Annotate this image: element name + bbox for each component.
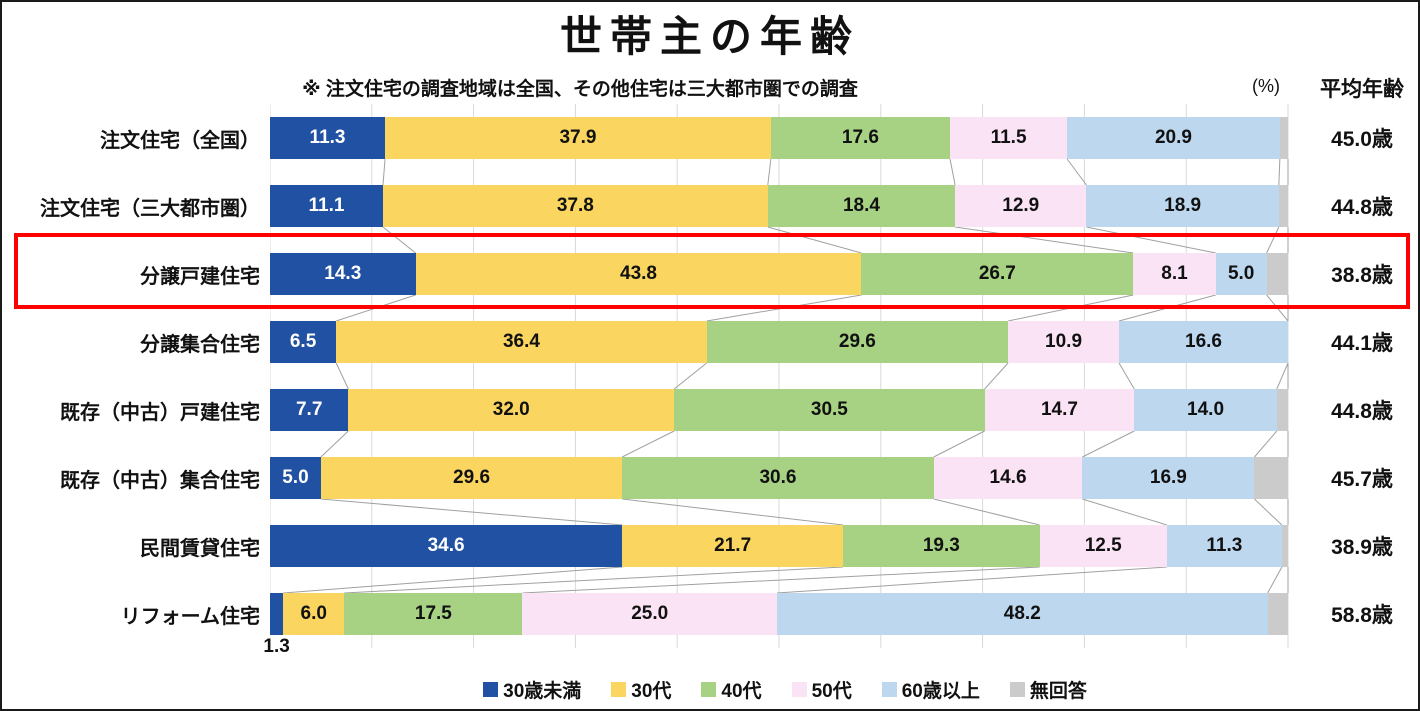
bar-segment: 11.1 (270, 185, 383, 227)
legend: 30歳未満 30代 40代 50代 60歳以上 無回答 (152, 673, 1418, 705)
legend-swatch-icon (611, 681, 627, 697)
avg-age-value: 45.7歳 (1331, 468, 1393, 491)
bar-segment: 16.6 (1119, 321, 1288, 363)
bar-segment: 37.9 (385, 117, 771, 159)
bar-row: 14.3 43.8 26.7 8.1 5.0 (270, 253, 1288, 295)
bar-segment: 18.4 (767, 185, 956, 227)
legend-item: 無回答 (1009, 676, 1087, 703)
bar-segment: 19.3 (843, 525, 1040, 567)
bar-segment: 14.7 (984, 389, 1135, 431)
legend-item: 60歳以上 (881, 676, 980, 703)
bar-segment: 34.6 (270, 525, 623, 567)
row-label: 注文住宅（三大都市圏） (40, 197, 260, 220)
bar-segment (270, 593, 284, 635)
bar-segment: 11.3 (270, 117, 386, 159)
bar-segment: 8.1 (1133, 253, 1216, 295)
bar-segment: 14.3 (270, 253, 416, 295)
legend-item: 30代 (611, 676, 671, 703)
avg-age-value: 44.8歳 (1331, 196, 1393, 219)
avg-age-value: 45.0歳 (1331, 128, 1393, 151)
legend-swatch-icon (483, 681, 499, 697)
bar-segment: 29.6 (706, 321, 1009, 363)
legend-label: 50代 (811, 680, 852, 702)
bar-row: 11.3 37.9 17.6 11.5 20.9 (270, 117, 1288, 159)
avg-age-value: 38.9歳 (1331, 536, 1393, 559)
legend-label: 40代 (721, 680, 762, 702)
bar-segment: 37.8 (382, 185, 768, 227)
legend-label: 30代 (631, 680, 672, 702)
chart-note: ※ 注文住宅の調査地域は全国、その他住宅は三大都市圏での調査 (302, 79, 858, 100)
bar-segment: 6.5 (270, 321, 337, 363)
legend-label: 30歳未満 (503, 680, 582, 702)
bar-row: 7.7 32.0 30.5 14.7 14.0 (270, 389, 1288, 431)
legend-item: 50代 (791, 676, 852, 703)
avg-age-value: 44.8歳 (1331, 400, 1393, 423)
bar-segment (1281, 525, 1288, 567)
bar-segment (1278, 185, 1288, 227)
row-label: リフォーム住宅 (120, 605, 260, 628)
bar-row: 6.5 36.4 29.6 10.9 16.6 (270, 321, 1288, 363)
avg-age-value: 44.1歳 (1331, 332, 1393, 355)
bar-row: 11.1 37.8 18.4 12.9 18.9 (270, 185, 1288, 227)
bar-segment: 14.6 (933, 457, 1083, 499)
bar-segment: 21.7 (622, 525, 844, 567)
row-label: 分譲戸建住宅 (140, 265, 260, 288)
bar-segment: 11.5 (950, 117, 1068, 159)
bar-segment: 29.6 (320, 457, 623, 499)
bar-segment (1267, 593, 1288, 635)
bar-segment: 48.2 (776, 593, 1268, 635)
percent-unit-label: (%) (1252, 76, 1280, 96)
bar-row: 34.6 21.7 19.3 12.5 11.3 (270, 525, 1288, 567)
bar-segment (1254, 457, 1288, 499)
legend-swatch-icon (791, 681, 807, 697)
bar-row: 6.0 17.5 25.0 48.2 (270, 593, 1288, 635)
bar-segment: 30.6 (622, 457, 934, 499)
segment-value-outside-label: 1.3 (263, 636, 290, 657)
bar-segment (1279, 117, 1288, 159)
avg-age-column-header: 平均年齢 (1320, 78, 1404, 101)
bar-row: 5.0 29.6 30.6 14.6 16.9 (270, 457, 1288, 499)
row-label: 注文住宅（全国） (100, 129, 260, 152)
row-label: 既存（中古）集合住宅 (60, 469, 260, 492)
bar-segment: 30.5 (674, 389, 985, 431)
bar-segment: 16.9 (1082, 457, 1255, 499)
legend-item: 40代 (701, 676, 762, 703)
legend-label: 無回答 (1029, 680, 1087, 702)
bar-segment: 14.0 (1134, 389, 1277, 431)
bar-segment: 12.9 (955, 185, 1087, 227)
row-label: 既存（中古）戸建住宅 (60, 401, 260, 424)
bar-segment: 5.0 (1215, 253, 1267, 295)
legend-label: 60歳以上 (901, 680, 980, 702)
bar-segment: 11.3 (1166, 525, 1282, 567)
bar-segment: 36.4 (336, 321, 707, 363)
bar-segment: 18.9 (1086, 185, 1279, 227)
legend-swatch-icon (701, 681, 717, 697)
bar-segment: 6.0 (283, 593, 345, 635)
bar-segment: 43.8 (415, 253, 862, 295)
bar-segment: 7.7 (270, 389, 349, 431)
bar-segment: 10.9 (1008, 321, 1119, 363)
legend-item: 30歳未満 (483, 676, 581, 703)
legend-swatch-icon (1009, 681, 1025, 697)
bar-segment: 17.6 (770, 117, 950, 159)
avg-age-value: 58.8歳 (1331, 604, 1393, 627)
legend-swatch-icon (881, 681, 897, 697)
avg-age-value: 38.8歳 (1331, 264, 1393, 287)
bar-segment: 32.0 (348, 389, 675, 431)
bar-segment: 5.0 (270, 457, 321, 499)
bar-segment: 25.0 (522, 593, 777, 635)
bar-segment: 20.9 (1067, 117, 1280, 159)
bar-segment: 26.7 (861, 253, 1134, 295)
bar-segment: 12.5 (1039, 525, 1167, 567)
bar-segment (1266, 253, 1288, 295)
bar-segment: 17.5 (344, 593, 523, 635)
chart-title: 世帯主の年齢 (559, 13, 860, 60)
row-label: 民間賃貸住宅 (140, 537, 260, 560)
row-label: 分譲集合住宅 (140, 333, 260, 356)
bar-segment (1276, 389, 1288, 431)
